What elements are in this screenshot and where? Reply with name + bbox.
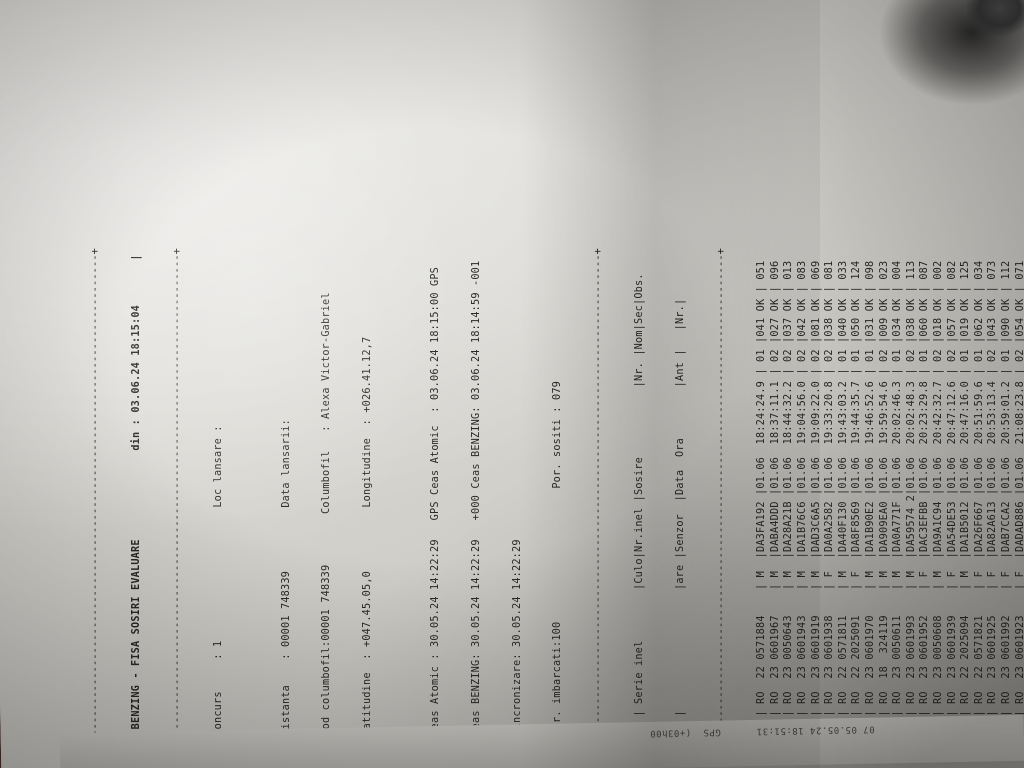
table-rows: 036 | RO 22 0571884 | M |DA3FA192 |01.06… — [756, 260, 1024, 742]
doc-title-line: | BENZING - FISA SOSIRI EVALUARE din : 0… — [130, 254, 142, 742]
rule-4: +---------------------------------------… — [715, 247, 727, 742]
rule-3: +---------------------------------------… — [593, 247, 605, 742]
sincronizare-line: Sincronizare: 30.05.24 14:22:29 — [511, 539, 523, 742]
next-page-text: 07 05.05.24 18:51:31 GPS (+03h00 — [649, 723, 875, 738]
ceas-benzing-line: Ceas BENZING: 30.05.24 14:22:29 +000 Cea… — [470, 260, 482, 742]
table-header-1: Nr. | Serie inel |Culo|Nr.inel |Sosire |… — [633, 273, 645, 742]
distanta-line: Distanta : 00001 748339 Data lansarii: — [280, 412, 292, 742]
report-text-block: +---------------------------------------… — [62, 0, 1024, 742]
rule-top: +---------------------------------------… — [90, 247, 102, 742]
rule-2: +---------------------------------------… — [171, 247, 183, 742]
latitudine-line: Latitudine : +047.45.05,0 Longitudine : … — [362, 336, 374, 742]
table-header-2: crt | |are |Senzor |Data Ora |Ant | |Nr.… — [674, 298, 686, 742]
por-imbarcati-line: Por. imbarcati:100 Por. sositi : 079 — [552, 380, 564, 742]
ceas-atomic-line: Ceas Atomic : 30.05.24 14:22:29 GPS Ceas… — [430, 266, 442, 742]
concurs-line: Concurs : 1 Loc lansare : — [212, 425, 224, 742]
cod-columbofil-line: Cod columbofil:00001 748339 Columbofil :… — [321, 292, 333, 742]
